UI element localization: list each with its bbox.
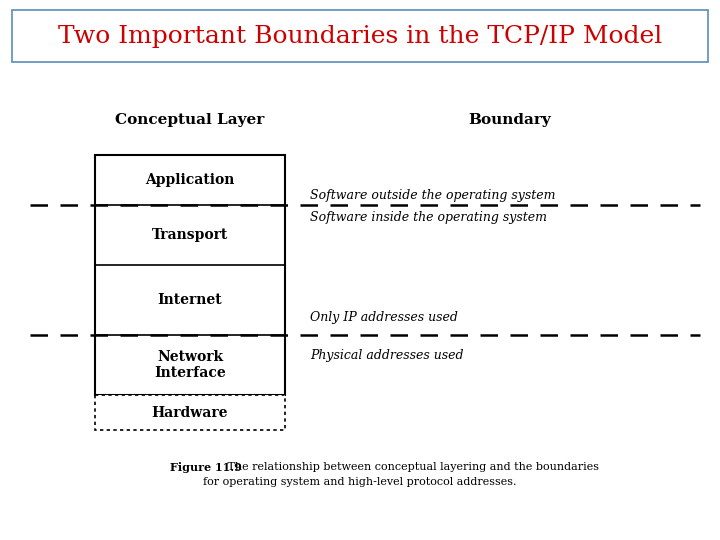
Text: Transport: Transport — [152, 228, 228, 242]
Text: Application: Application — [145, 173, 235, 187]
Text: Figure 11.9: Figure 11.9 — [170, 462, 242, 473]
Text: Software outside the operating system: Software outside the operating system — [310, 188, 556, 201]
Text: Internet: Internet — [158, 293, 222, 307]
Bar — [12, 10, 708, 62]
Bar — [95, 395, 285, 430]
Text: Physical addresses used: Physical addresses used — [310, 349, 464, 362]
Text: Network
Interface: Network Interface — [154, 350, 226, 380]
Text: for operating system and high-level protocol addresses.: for operating system and high-level prot… — [203, 477, 517, 487]
Text: Conceptual Layer: Conceptual Layer — [115, 113, 265, 127]
Text: Two Important Boundaries in the TCP/IP Model: Two Important Boundaries in the TCP/IP M… — [58, 24, 662, 48]
Text: Software inside the operating system: Software inside the operating system — [310, 211, 547, 224]
Bar — [95, 155, 285, 395]
Text: The relationship between conceptual layering and the boundaries: The relationship between conceptual laye… — [224, 462, 599, 472]
Text: Boundary: Boundary — [469, 113, 552, 127]
Text: Only IP addresses used: Only IP addresses used — [310, 312, 458, 325]
Text: Hardware: Hardware — [152, 406, 228, 420]
